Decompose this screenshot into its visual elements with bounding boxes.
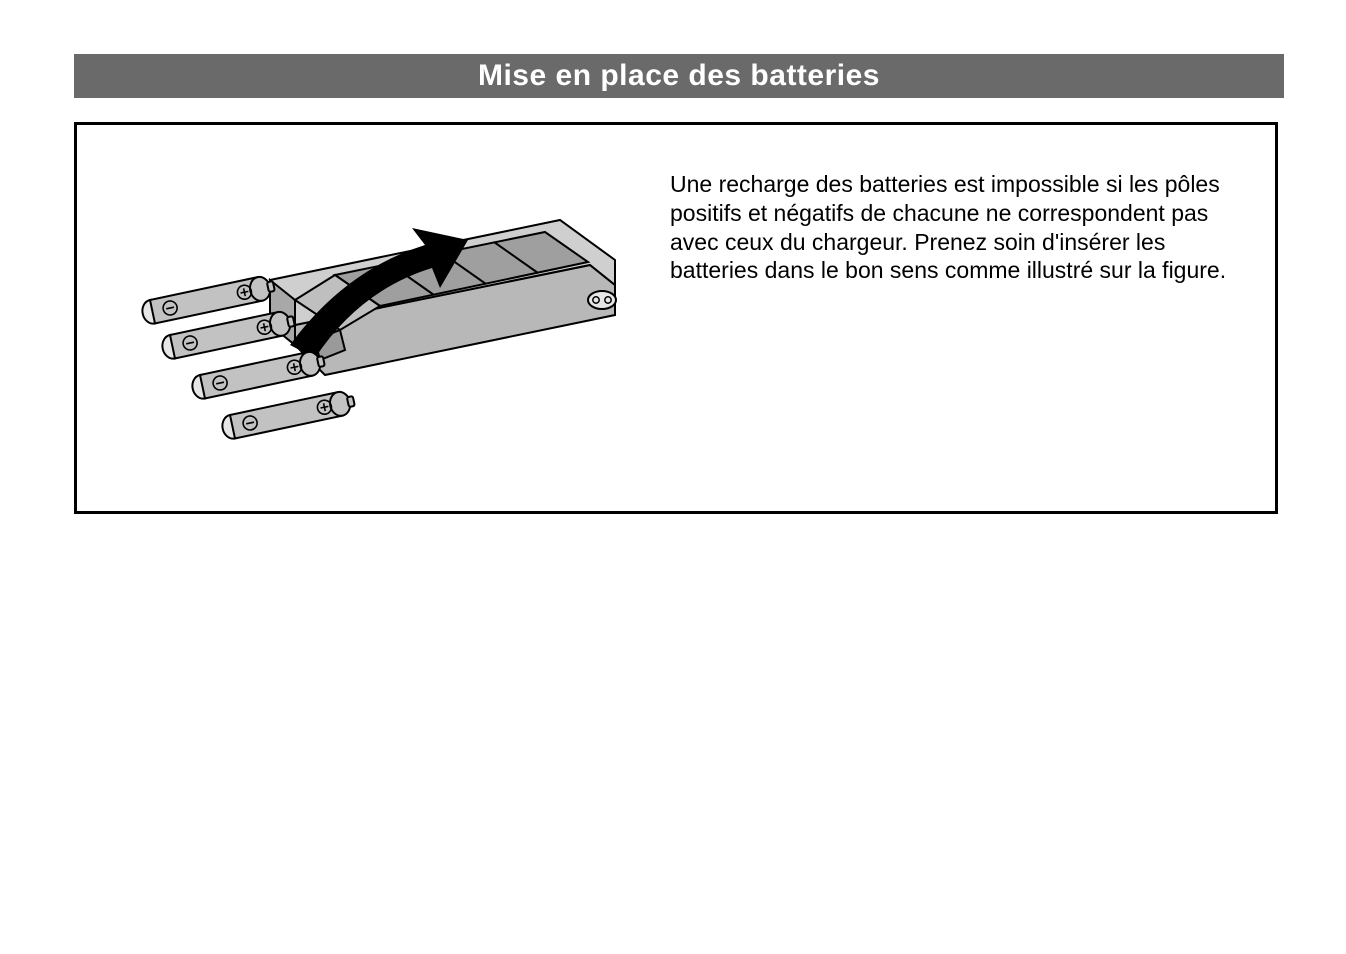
power-connector-icon (588, 291, 616, 309)
page-title: Mise en place des batteries (478, 59, 880, 93)
title-bar: Mise en place des batteries (74, 54, 1284, 98)
battery-charger-illustration (90, 150, 630, 490)
page: Mise en place des batteries (0, 0, 1346, 954)
instruction-text: Une recharge des batteries est impossibl… (670, 170, 1230, 285)
